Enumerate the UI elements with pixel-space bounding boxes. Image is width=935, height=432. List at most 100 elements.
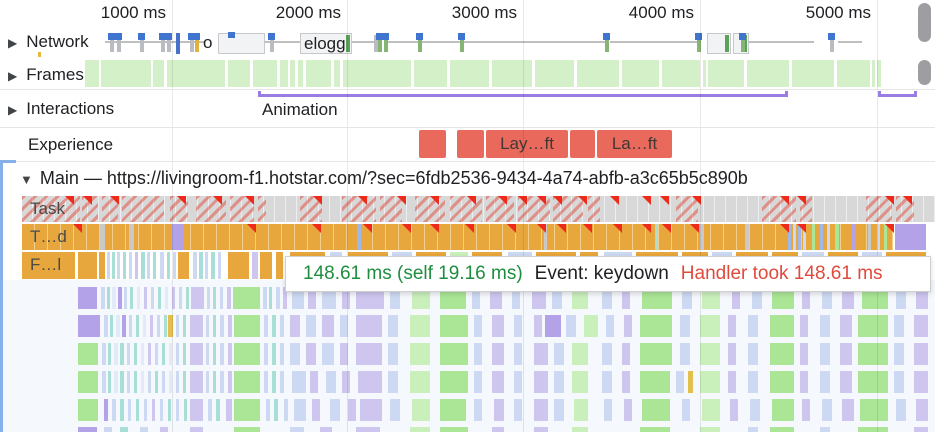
flame-block[interactable]: [655, 224, 658, 250]
flame-block[interactable]: [176, 399, 179, 421]
flame-block[interactable]: [78, 343, 98, 365]
flame-block[interactable]: [514, 399, 522, 421]
flame-block[interactable]: [554, 371, 564, 393]
flame-block[interactable]: [306, 315, 316, 337]
flame-block[interactable]: [343, 60, 411, 87]
flame-block[interactable]: [358, 371, 382, 393]
flame-block[interactable]: [179, 287, 182, 309]
flame-block[interactable]: [136, 315, 139, 337]
flame-block[interactable]: [190, 427, 203, 432]
expander-icon[interactable]: ▼: [20, 172, 33, 187]
flame-block[interactable]: [728, 371, 736, 393]
flame-block[interactable]: [118, 287, 122, 309]
flame-block[interactable]: [700, 343, 720, 365]
animation-interaction-label[interactable]: Animation: [262, 100, 338, 119]
flame-block[interactable]: [220, 343, 224, 365]
network-request-box[interactable]: [218, 33, 265, 54]
flame-block[interactable]: La…ft: [597, 130, 672, 158]
flame-block[interactable]: [676, 371, 684, 393]
flame-block[interactable]: [535, 60, 574, 87]
flame-block[interactable]: [474, 399, 482, 421]
flame-block[interactable]: [169, 371, 172, 393]
flame-block[interactable]: [264, 315, 268, 337]
flame-row-4[interactable]: [0, 287, 935, 309]
flame-block[interactable]: [112, 399, 116, 421]
flame-block[interactable]: [108, 343, 111, 365]
flame-block[interactable]: [213, 343, 216, 365]
flame-block[interactable]: [702, 399, 720, 421]
flame-block[interactable]: [144, 399, 147, 421]
flame-block[interactable]: [144, 287, 147, 309]
frames-scrollbar-thumb[interactable]: [918, 60, 931, 85]
flame-block[interactable]: [552, 287, 562, 309]
flame-block[interactable]: [260, 252, 272, 279]
flame-block[interactable]: [308, 287, 316, 309]
flame-block[interactable]: [150, 315, 153, 337]
flame-block[interactable]: [234, 343, 260, 365]
flame-block[interactable]: [700, 315, 720, 337]
flame-block[interactable]: [342, 287, 350, 309]
flame-block[interactable]: [269, 287, 272, 309]
flame-block[interactable]: [572, 371, 588, 393]
flame-block[interactable]: [110, 315, 113, 337]
flame-block[interactable]: [263, 287, 267, 309]
flame-block[interactable]: [572, 287, 588, 309]
flame-block[interactable]: [155, 371, 158, 393]
flame-block[interactable]: [167, 60, 225, 87]
flame-block[interactable]: [206, 371, 209, 393]
flame-block[interactable]: [280, 371, 284, 393]
flame-block[interactable]: [842, 399, 854, 421]
flame-block[interactable]: [772, 287, 794, 309]
flame-block[interactable]: [141, 343, 144, 365]
flame-block[interactable]: [120, 427, 128, 432]
flame-block[interactable]: [745, 224, 749, 250]
flame-block[interactable]: [410, 315, 430, 337]
interactions-track-label[interactable]: ▶ Interactions: [8, 99, 114, 119]
flame-block[interactable]: [322, 315, 334, 337]
flame-block[interactable]: [914, 315, 928, 337]
flame-block[interactable]: [220, 371, 224, 393]
flame-block[interactable]: [622, 371, 630, 393]
network-request-marker[interactable]: [382, 33, 389, 52]
flame-block[interactable]: [474, 343, 482, 365]
flame-block[interactable]: [322, 343, 334, 365]
flame-block[interactable]: [584, 315, 598, 337]
flame-block[interactable]: [283, 287, 287, 309]
network-request-marker[interactable]: [828, 33, 835, 52]
flame-block[interactable]: [602, 343, 612, 365]
flame-block[interactable]: [747, 60, 789, 87]
frames-track-label[interactable]: ▶ Frames: [8, 65, 84, 85]
flame-block[interactable]: [78, 315, 100, 337]
flame-block[interactable]: [107, 287, 110, 309]
flame-block[interactable]: [101, 60, 151, 87]
flame-block[interactable]: [602, 371, 612, 393]
flame-block[interactable]: [492, 343, 504, 365]
flame-block[interactable]: [183, 343, 186, 365]
flame-block[interactable]: [184, 399, 187, 421]
flame-block[interactable]: [220, 315, 224, 337]
flame-block[interactable]: [895, 224, 926, 250]
flame-block[interactable]: [326, 371, 336, 393]
flame-block[interactable]: [822, 287, 832, 309]
flame-block[interactable]: [914, 427, 928, 432]
flame-block[interactable]: [700, 427, 720, 432]
interactions-track-canvas[interactable]: [0, 90, 935, 127]
flame-block[interactable]: [388, 315, 398, 337]
flame-block[interactable]: [380, 196, 402, 222]
flame-block[interactable]: [877, 60, 881, 87]
flame-block[interactable]: [120, 343, 124, 365]
flame-block[interactable]: [226, 399, 232, 421]
flame-block[interactable]: [276, 252, 283, 279]
flame-block[interactable]: [164, 315, 167, 337]
flame-block[interactable]: [802, 399, 810, 421]
flame-block[interactable]: [884, 224, 887, 250]
flame-block[interactable]: [340, 343, 348, 365]
flame-block[interactable]: [624, 315, 632, 337]
network-request-marker[interactable]: [458, 33, 465, 52]
flame-block[interactable]: [894, 343, 904, 365]
network-request-marker[interactable]: [159, 33, 166, 52]
flame-block[interactable]: [190, 343, 203, 365]
flame-block[interactable]: [122, 315, 126, 337]
flame-block[interactable]: [842, 287, 854, 309]
main-track-title[interactable]: ▼ Main — https://livingroom-f1.hotstar.co…: [20, 168, 748, 189]
